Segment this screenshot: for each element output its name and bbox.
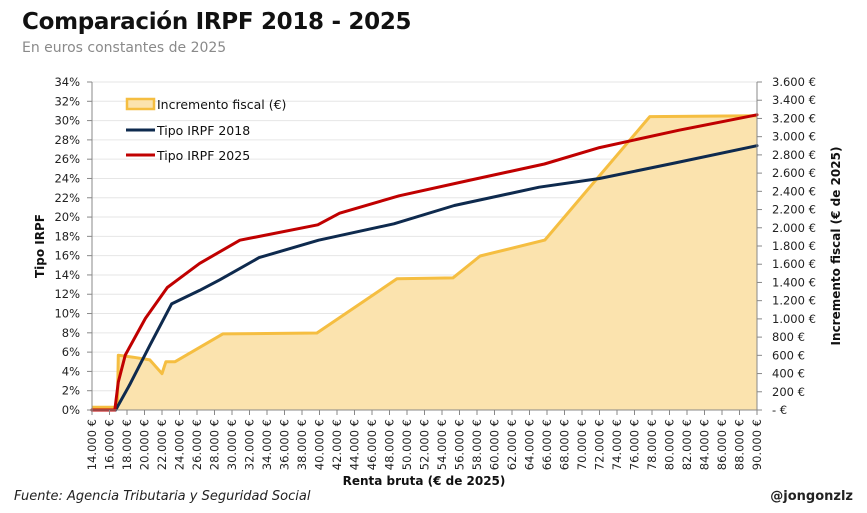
y-tick-label: 22%	[54, 191, 80, 205]
y2-tick-label: 200 €	[772, 385, 805, 399]
legend: Incremento fiscal (€) Tipo IRPF 2018 Tipo …	[125, 97, 286, 163]
y2-tick-label: 3.400 €	[772, 93, 816, 107]
x-tick-label: 88.000 €	[733, 419, 747, 470]
legend-label: Tipo IRPF 2025	[156, 148, 250, 163]
x-tick-label: 24.000 €	[173, 419, 187, 470]
x-tick-label: 56.000 €	[453, 419, 467, 470]
y2-tick-label: 400 €	[772, 367, 805, 381]
x-tick-label: 26.000 €	[190, 419, 204, 470]
source-note: Fuente: Agencia Tributaria y Seguridad S…	[14, 489, 311, 504]
y2-tick-label: 3.600 €	[772, 75, 816, 89]
x-tick-label: 22.000 €	[155, 419, 169, 470]
y2-axis-label: Incremento fiscal (€ de 2025)	[829, 147, 843, 346]
x-tick-label: 78.000 €	[645, 419, 659, 470]
x-tick-label: 66.000 €	[540, 419, 554, 470]
legend-label: Incremento fiscal (€)	[157, 97, 286, 112]
x-tick-label: 58.000 €	[470, 419, 484, 470]
x-tick-label: 36.000 €	[278, 419, 292, 470]
chart-subtitle: En euros constantes de 2025	[22, 40, 227, 56]
legend-label: Tipo IRPF 2018	[156, 123, 250, 138]
x-tick-label: 76.000 €	[628, 419, 642, 470]
y2-tick-label: 2.800 €	[772, 148, 816, 162]
y2-tick-label: - €	[772, 403, 787, 417]
y-tick-label: 2%	[62, 384, 80, 398]
x-tick-label: 16.000 €	[103, 419, 117, 470]
y2-tick-label: 1.200 €	[772, 294, 816, 308]
x-tick-label: 62.000 €	[505, 419, 519, 470]
x-tick-label: 28.000 €	[208, 419, 222, 470]
y-tick-label: 28%	[54, 133, 80, 147]
x-tick-label: 42.000 €	[330, 419, 344, 470]
y-tick-label: 12%	[54, 287, 80, 301]
author-handle: @jongonzlz	[770, 489, 853, 504]
x-tick-label: 74.000 €	[610, 419, 624, 470]
x-tick-label: 14.000 €	[85, 419, 99, 470]
y-tick-label: 20%	[54, 210, 80, 224]
y-tick-label: 0%	[62, 403, 80, 417]
y2-tick-label: 600 €	[772, 348, 805, 362]
x-tick-label: 44.000 €	[348, 419, 362, 470]
y2-tick-label: 2.600 €	[772, 166, 816, 180]
y-tick-label: 34%	[54, 75, 80, 89]
series-line-irpf-2025	[90, 113, 759, 412]
y2-tick-label: 2.000 €	[772, 221, 816, 235]
x-tick-label: 70.000 €	[575, 419, 589, 470]
y-axis-label: Tipo IRPF	[33, 214, 47, 278]
line-layer	[90, 113, 759, 412]
y-tick-label: 14%	[54, 268, 80, 282]
x-tick-label: 72.000 €	[593, 419, 607, 470]
y-tick-label: 26%	[54, 152, 80, 166]
legend-swatch-fiscal-increment	[125, 97, 156, 111]
x-tick-label: 40.000 €	[313, 419, 327, 470]
x-tick-label: 60.000 €	[488, 419, 502, 470]
y-tick-label: 32%	[54, 94, 80, 108]
y2-tick-label: 1.600 €	[772, 257, 816, 271]
y2-tick-label: 1.000 €	[772, 312, 816, 326]
y2-tick-label: 1.800 €	[772, 239, 816, 253]
y2-tick-label: 1.400 €	[772, 275, 816, 289]
y-tick-label: 4%	[62, 364, 80, 378]
x-tick-label: 38.000 €	[295, 419, 309, 470]
x-tick-label: 34.000 €	[260, 419, 274, 470]
y-tick-label: 10%	[54, 307, 80, 321]
x-axis-label: Renta bruta (€ de 2025)	[343, 474, 506, 488]
y2-tick-label: 3.200 €	[772, 111, 816, 125]
y-tick-label: 30%	[54, 114, 80, 128]
x-tick-label: 48.000 €	[383, 419, 397, 470]
y2-tick-label: 2.200 €	[772, 203, 816, 217]
x-tick-label: 32.000 €	[243, 419, 257, 470]
y2-tick-label: 800 €	[772, 330, 805, 344]
series-area-fiscal-increment	[92, 115, 757, 410]
y-tick-label: 16%	[54, 249, 80, 263]
axes: 0% 2% 4% 6% 8% 10% 12% 14% 16% 18% 20% 22% 24% 26% 28%…	[54, 75, 815, 470]
series-line-irpf-2018	[90, 144, 759, 412]
x-tick-label: 68.000 €	[558, 419, 572, 470]
x-tick-label: 64.000 €	[523, 419, 537, 470]
x-tick-label: 80.000 €	[663, 419, 677, 470]
y2-tick-label: 3.000 €	[772, 130, 816, 144]
chart-title: Comparación IRPF 2018 - 2025	[22, 9, 412, 35]
y2-tick-label: 2.400 €	[772, 184, 816, 198]
x-tick-label: 18.000 €	[120, 419, 134, 470]
y-tick-label: 24%	[54, 171, 80, 185]
y-tick-label: 6%	[62, 345, 80, 359]
x-tick-label: 90.000 €	[750, 419, 764, 470]
x-tick-label: 86.000 €	[715, 419, 729, 470]
y-tick-label: 8%	[62, 326, 80, 340]
x-tick-label: 84.000 €	[698, 419, 712, 470]
x-tick-label: 50.000 €	[400, 419, 414, 470]
x-tick-label: 82.000 €	[680, 419, 694, 470]
x-tick-label: 20.000 €	[138, 419, 152, 470]
x-tick-label: 30.000 €	[225, 419, 239, 470]
x-tick-label: 52.000 €	[418, 419, 432, 470]
x-tick-label: 54.000 €	[435, 419, 449, 470]
y-tick-label: 18%	[54, 229, 80, 243]
x-tick-label: 46.000 €	[365, 419, 379, 470]
